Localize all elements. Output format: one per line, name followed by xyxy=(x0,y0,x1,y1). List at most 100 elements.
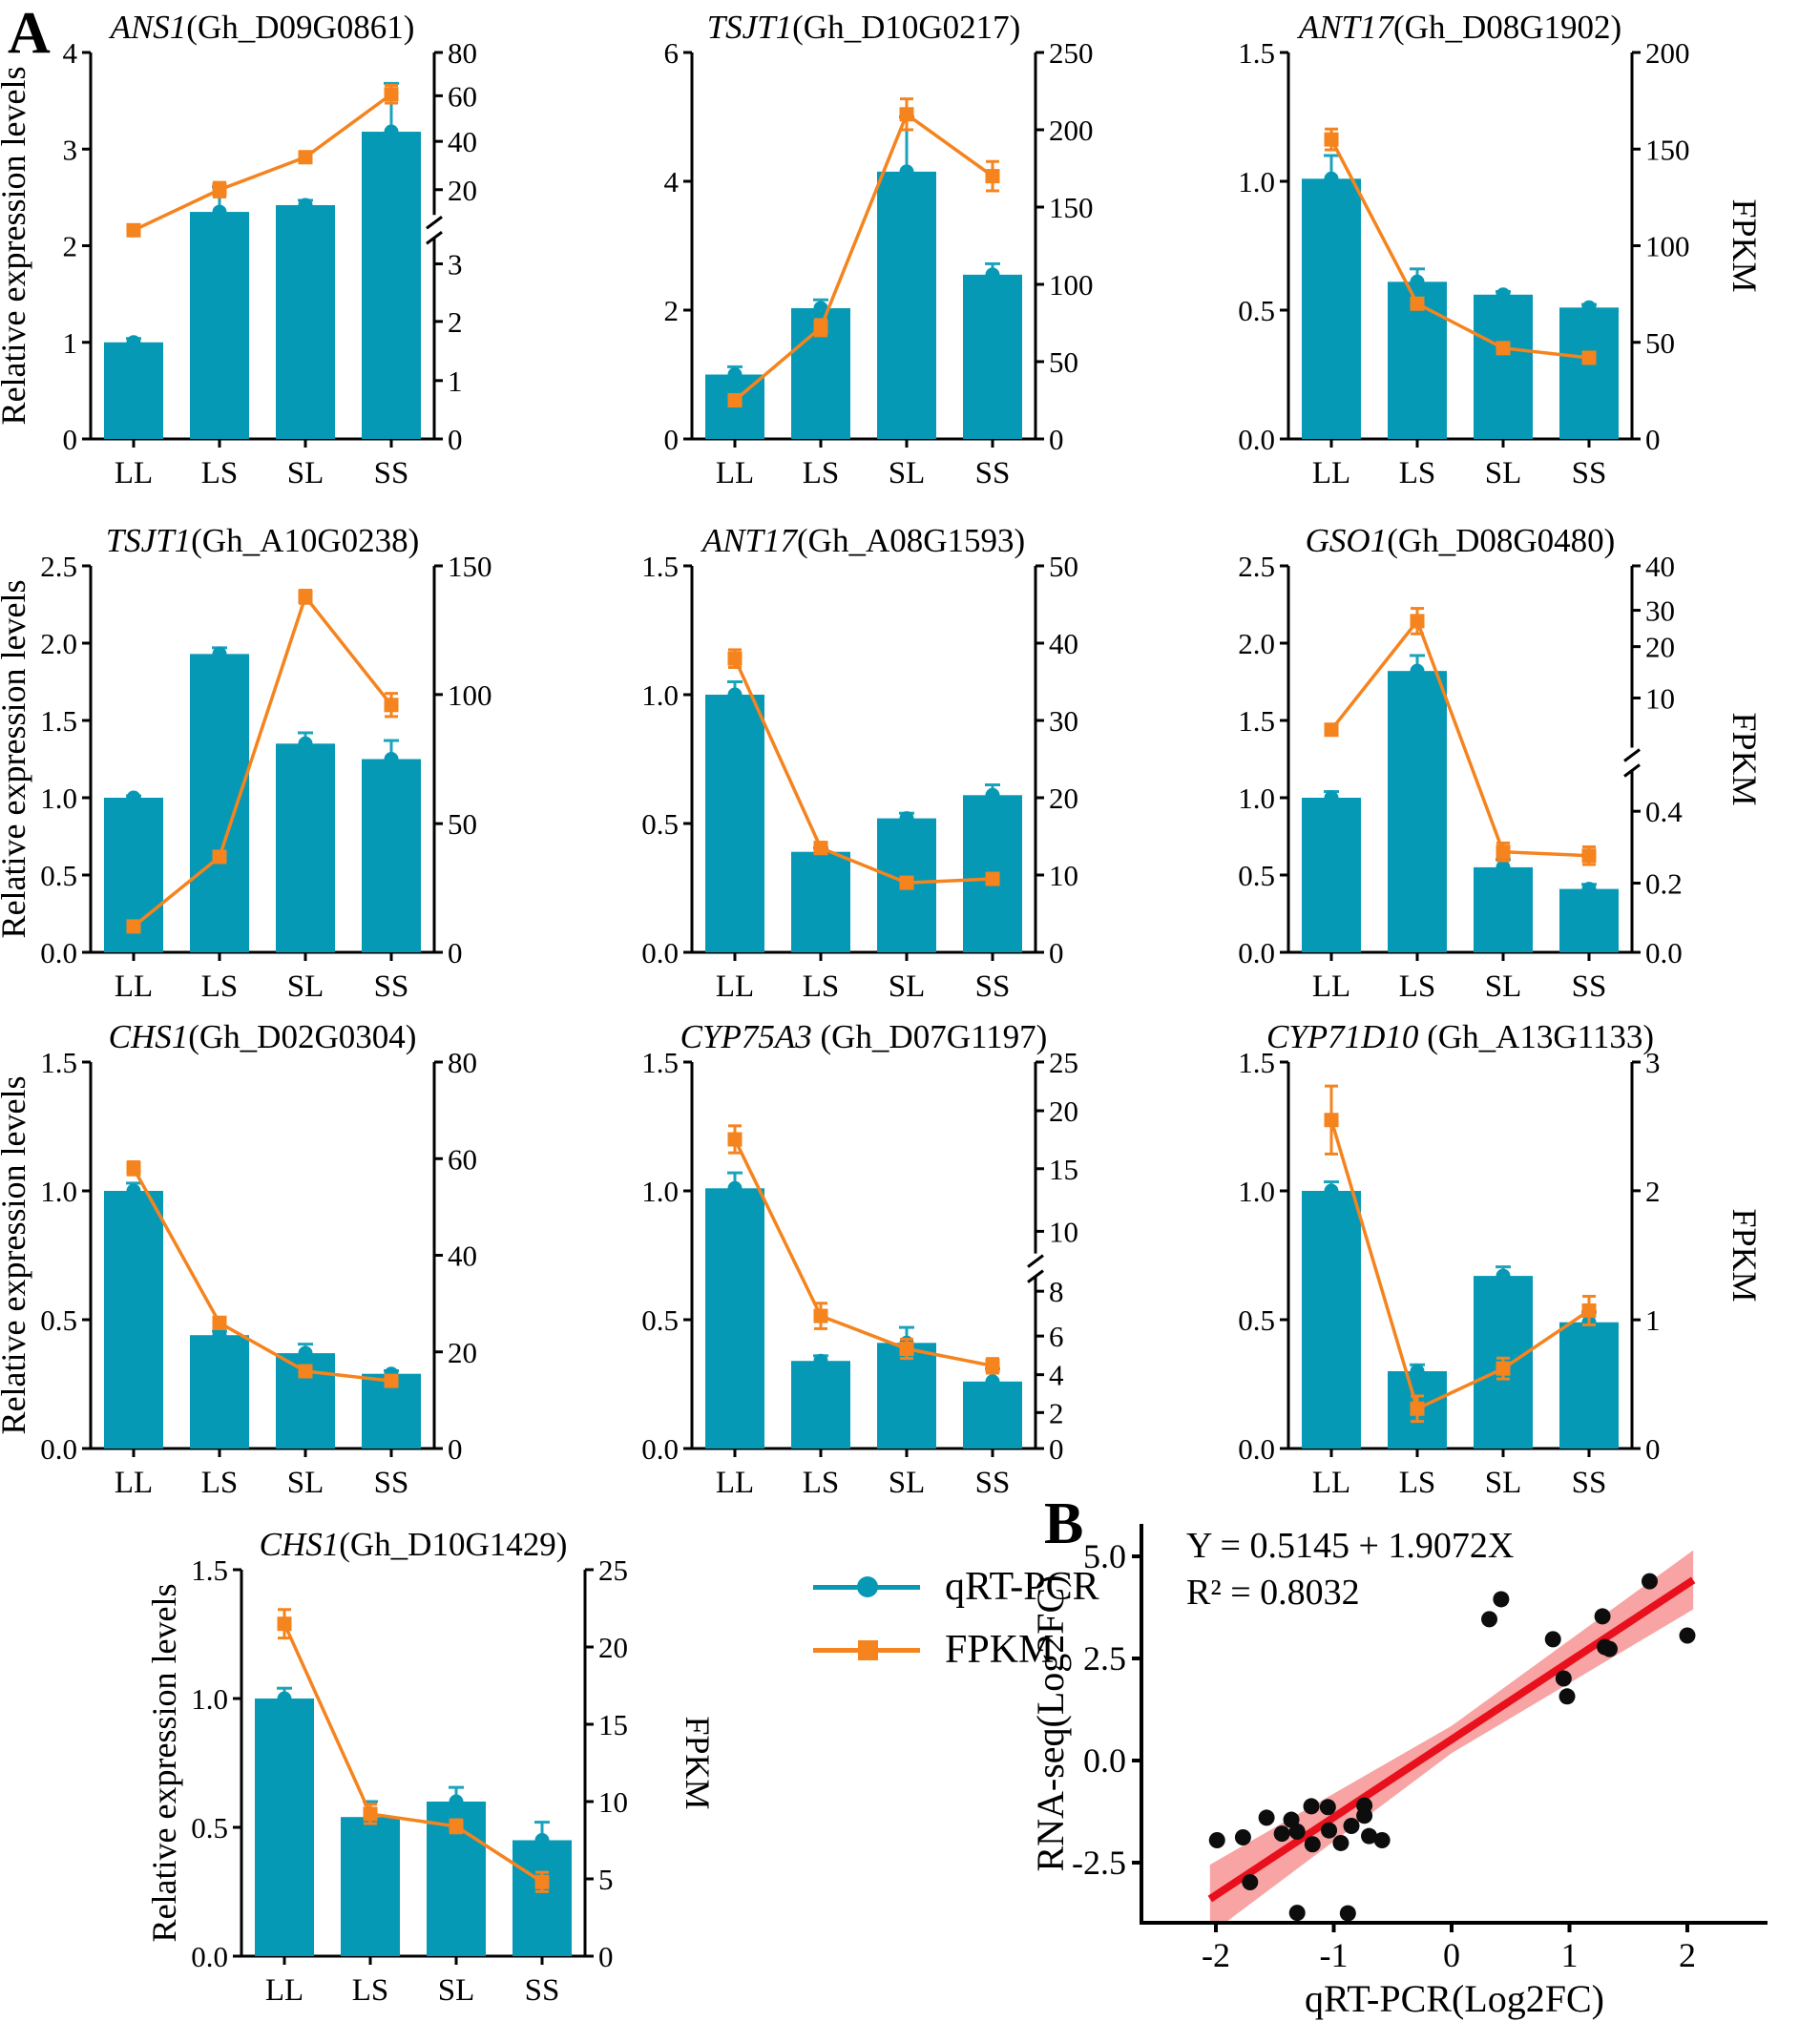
category-label: SS xyxy=(525,1973,560,2008)
fpkm-point xyxy=(899,107,914,122)
chart-ans1-gh-d09g0861: ANS1(Gh_D09G0861) 0 1 2 3 4 Relative expressio… xyxy=(0,10,611,520)
left-tick-label: 0.0 xyxy=(40,936,77,969)
fpkm-point xyxy=(1410,1401,1425,1416)
qrt-pcr-point xyxy=(126,790,141,805)
chart-title: ANT17(Gh_A08G1593) xyxy=(701,523,1025,559)
right-tick-label: 1 xyxy=(448,365,463,398)
category-label: SL xyxy=(889,969,926,1004)
right-tick-label: 40 xyxy=(1049,627,1078,660)
qrt-pcr-bars xyxy=(1302,654,1619,952)
fpkm-point xyxy=(985,169,1000,184)
right-tick-label: 20 xyxy=(598,1631,628,1664)
category-label: SL xyxy=(1485,1466,1522,1500)
scatter-point xyxy=(1288,1905,1306,1922)
fpkm-point xyxy=(1581,350,1597,365)
left-tick-label: 1.5 xyxy=(40,1046,77,1079)
qrt-pcr-bars xyxy=(255,1686,572,1956)
left-tick-label: 2.5 xyxy=(40,550,77,583)
fpkm-point xyxy=(449,1819,464,1834)
scatter-point xyxy=(1493,1591,1510,1608)
qrt-pcr-point xyxy=(1496,860,1511,875)
fpkm-point xyxy=(212,849,227,865)
left-tick-label: 1.0 xyxy=(1238,782,1275,815)
fpkm-point xyxy=(899,875,914,890)
left-tick-label: 4 xyxy=(664,165,680,198)
right-tick-label: 40 xyxy=(448,125,477,158)
left-tick-label: 0.5 xyxy=(1238,859,1275,892)
qrt-pcr-point xyxy=(1410,274,1425,289)
category-label: LL xyxy=(1312,456,1350,490)
right-tick-label: 50 xyxy=(448,807,477,841)
qrt-pcr-point xyxy=(298,736,313,751)
qrt-pcr-point xyxy=(126,1183,141,1199)
scatter-point xyxy=(1361,1827,1378,1845)
right-tick-label: 2 xyxy=(1049,1396,1064,1429)
qrt-pcr-point xyxy=(899,164,914,179)
right-tick-label: 0 xyxy=(1645,423,1661,456)
fpkm-point xyxy=(126,1160,141,1176)
qrt-pcr-bars xyxy=(1302,1180,1619,1449)
right-tick-label: 20 xyxy=(1645,631,1675,664)
right-tick-label: 15 xyxy=(1049,1153,1078,1186)
right-tick-label: 3 xyxy=(448,248,463,281)
panel-b-label: B xyxy=(1044,1491,1084,1556)
x-axis-label: qRT-PCR(Log2FC) xyxy=(1305,1977,1604,2020)
qrt-pcr-point xyxy=(813,1353,828,1368)
fpkm-point xyxy=(212,1315,227,1330)
fpkm-point xyxy=(727,651,743,666)
fpkm-point xyxy=(298,1364,313,1379)
fpkm-polyline xyxy=(132,1167,392,1383)
y-axis-label: RNA-seq(Log2FC) xyxy=(1031,1574,1072,1871)
qrt-pcr-point xyxy=(449,1794,464,1809)
right-tick-label: 200 xyxy=(1049,114,1094,147)
fpkm-point xyxy=(1410,614,1425,629)
x-tick-label: -1 xyxy=(1320,1936,1349,1974)
fpkm-line xyxy=(727,648,1000,890)
scatter-point xyxy=(1600,1640,1618,1657)
right-tick-label: 20 xyxy=(1049,1094,1078,1128)
scatter-point xyxy=(1208,1831,1225,1848)
fpkm-polyline xyxy=(1329,617,1590,858)
qrt-pcr-point xyxy=(1324,1183,1339,1199)
chart-svg-tsjt1-gh-a10g0238: TSJT1(Gh_A10G0238) 0.0 0.5 1.0 1.5 2.0 2.5Rela… xyxy=(0,523,492,1004)
legend-label-qrt-pcr: qRT-PCR xyxy=(945,1565,1099,1609)
left-axis-label: Relative expression levels xyxy=(0,1076,32,1435)
fpkm-line xyxy=(727,1124,1000,1375)
qrt-pcr-bars xyxy=(104,1181,421,1449)
right-axis-label: FPKM xyxy=(1726,198,1764,292)
right-tick-label: 30 xyxy=(1049,704,1078,738)
square-marker-icon xyxy=(858,1639,878,1660)
fpkm-point xyxy=(985,1358,1000,1373)
qrt-pcr-point xyxy=(534,1833,550,1847)
fpkm-line xyxy=(727,97,1000,408)
category-label: LL xyxy=(115,969,153,1004)
right-tick-label: 10 xyxy=(1049,1215,1078,1248)
right-tick-label: 0 xyxy=(1645,1432,1661,1466)
left-tick-label: 2.0 xyxy=(1238,627,1275,660)
right-tick-label: 40 xyxy=(448,1240,477,1273)
chart-title: CYP75A3 (Gh_D07G1197) xyxy=(680,1019,1048,1055)
category-label: SS xyxy=(975,1466,1011,1500)
chart-title: TSJT1(Gh_A10G0238) xyxy=(106,523,420,559)
fpkm-point xyxy=(363,1806,378,1822)
fpkm-point xyxy=(813,1308,828,1324)
left-tick-label: 1.5 xyxy=(191,1553,228,1587)
bar-LL xyxy=(1302,798,1361,952)
left-tick-label: 0.5 xyxy=(1238,294,1275,327)
bar-LL xyxy=(104,342,163,439)
bar-SL xyxy=(276,743,335,952)
x-tick-label: 0 xyxy=(1443,1936,1460,1974)
scatter-point xyxy=(1288,1823,1306,1840)
bar-SL xyxy=(877,1343,936,1449)
chart-title: ANT17(Gh_D08G1902) xyxy=(1297,10,1621,46)
right-tick-label: 8 xyxy=(1049,1275,1064,1308)
y-tick-label: 5.0 xyxy=(1083,1537,1126,1575)
left-tick-label: 1.5 xyxy=(40,704,77,738)
right-tick-label: 250 xyxy=(1049,36,1094,70)
chart-title: ANS1(Gh_D09G0861) xyxy=(109,10,415,46)
qrt-pcr-point xyxy=(1324,790,1339,805)
scatter-point xyxy=(1679,1627,1696,1644)
qrt-pcr-point xyxy=(899,811,914,826)
category-label: LL xyxy=(716,1466,754,1500)
right-tick-label: 80 xyxy=(448,1046,477,1079)
